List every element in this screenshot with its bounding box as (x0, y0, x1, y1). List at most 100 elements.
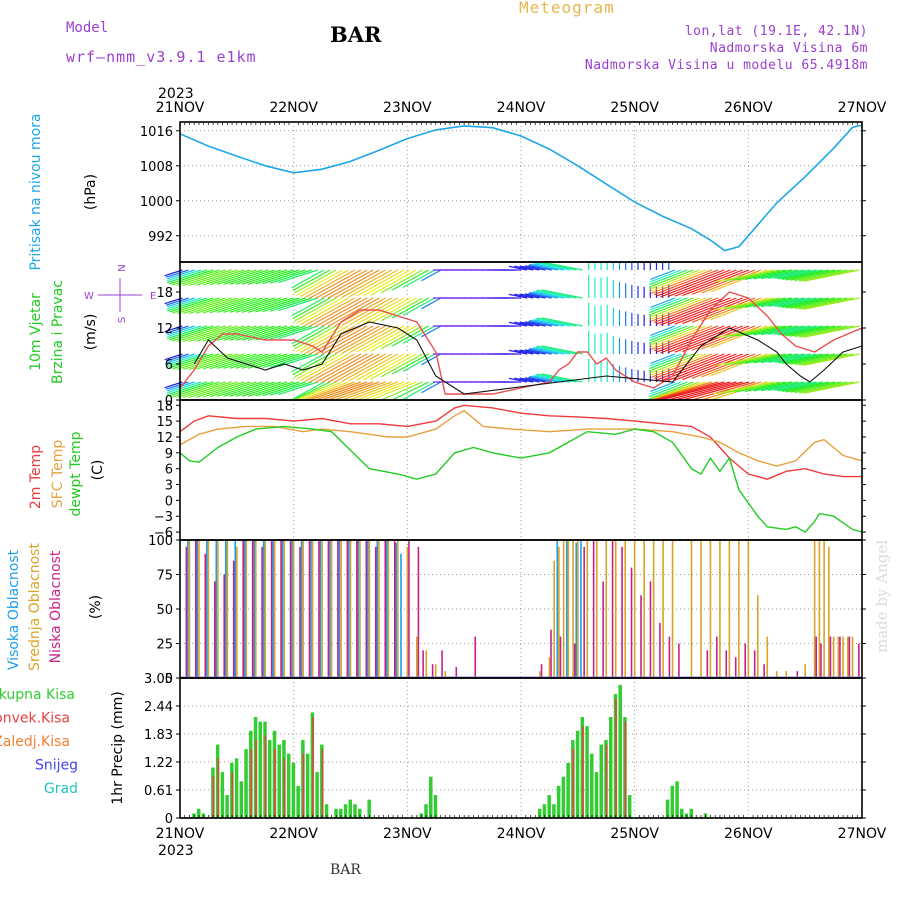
wind-arrow (508, 265, 528, 271)
wind-arrow (790, 269, 842, 281)
wind-arrow (166, 353, 208, 368)
wind-arrow (166, 325, 208, 340)
wind-arrow (701, 353, 762, 378)
y-tick-label: 18 (156, 399, 173, 414)
wind-arrow (334, 325, 386, 355)
wind-arrow (421, 381, 442, 394)
wind-arrow (529, 347, 559, 355)
wind-arrow (209, 297, 257, 314)
wind-arrow (166, 297, 208, 312)
wind-arrow (202, 269, 251, 286)
conv-precip-bar (274, 749, 276, 818)
total-precip-bar (296, 785, 300, 818)
total-precip-bar (556, 785, 561, 818)
wind-arrow (165, 353, 189, 362)
wind-arrow (794, 269, 848, 282)
y-tick-label: 1008 (140, 160, 173, 175)
total-precip-bar (234, 758, 239, 818)
wind-arrow (650, 381, 676, 393)
wind-arrow (535, 290, 571, 299)
wind-arrow (532, 319, 565, 327)
wind-arrow (421, 269, 442, 282)
conv-precip-bar (217, 758, 219, 818)
total-precip-bar (258, 721, 263, 818)
wind-arrow (648, 381, 694, 400)
wind-arrow (651, 353, 713, 378)
total-precip-bar (670, 785, 675, 818)
wind-arrow (649, 269, 682, 283)
wind-arrow (774, 381, 817, 391)
wind-arrow (370, 269, 417, 296)
wind-arrow (532, 347, 565, 355)
wind-arrow (713, 353, 774, 367)
total-precip-bar (334, 808, 338, 818)
wind-arrow (653, 269, 719, 296)
wind-arrow (778, 325, 823, 336)
total-precip-bar (552, 804, 556, 818)
wind-arrow (725, 297, 780, 310)
wind-arrow (402, 269, 436, 288)
chart-title: Meteogram (519, 0, 615, 17)
y-tick-label: −6 (154, 526, 173, 541)
wind-arrow (778, 381, 823, 392)
wind-arrow (691, 353, 756, 379)
year-top: 2023 (158, 86, 194, 102)
wind-arrow (176, 381, 226, 399)
wind-arrow (725, 269, 780, 282)
wind-arrow (296, 381, 343, 401)
wind-arrow (169, 269, 214, 285)
wind-arrow (349, 381, 399, 401)
total-precip-bar (357, 808, 362, 818)
pressure-unit: (hPa) (83, 174, 99, 210)
wind-arrow (798, 325, 854, 338)
wind-arrow (327, 269, 380, 299)
wind-arrow (341, 353, 392, 382)
total-precip-bar (367, 799, 371, 818)
wind-arrow (735, 381, 786, 393)
wind-arrow (649, 297, 700, 318)
wind-arrow (790, 297, 842, 309)
total-precip-bar (433, 795, 438, 818)
wind-arrow (541, 289, 583, 299)
wind-arrow (536, 261, 577, 271)
station-altitude: Nadmorska Visina 6m (709, 41, 868, 56)
wind-arrow (402, 325, 436, 344)
total-precip-bar (339, 808, 343, 818)
wind-arrow (216, 381, 263, 397)
wind-arrow (292, 269, 331, 291)
wind-arrow (691, 297, 756, 323)
wind-arrow (656, 325, 725, 353)
time-tick-bottom: 27NOV (838, 826, 887, 842)
wind-arrow (247, 297, 294, 313)
wind-arrow (202, 353, 251, 370)
wind-arrow (321, 269, 374, 299)
wind-arrow (529, 375, 559, 383)
time-tick-bottom: 22NOV (269, 826, 318, 842)
conv-precip-bar (582, 726, 584, 818)
wind-arrow (768, 325, 811, 335)
wind-arrow (167, 297, 202, 310)
wind-arrow (241, 353, 288, 369)
wind-arrow (760, 269, 805, 280)
wind-arrow (798, 381, 854, 394)
time-tick-top: 27NOV (838, 100, 887, 116)
wind-arrow (774, 297, 817, 307)
wind-arrow (649, 325, 700, 346)
total-precip-bar (315, 772, 319, 818)
wind-arrow (781, 269, 829, 280)
wind-arrow (182, 297, 232, 315)
wind-arrow (165, 297, 189, 306)
wind-arrow (189, 381, 238, 398)
total-precip-bar (537, 808, 542, 818)
y-tick-label: 1.22 (144, 756, 173, 771)
wind-arrow (216, 353, 263, 369)
wind-arrow (790, 353, 842, 365)
wind-arrow (649, 325, 688, 342)
wind-arrow (370, 325, 417, 352)
total-precip-bar (566, 762, 570, 818)
wind-arrow (735, 297, 786, 309)
wind-arrow (649, 381, 688, 398)
wind-arrow (241, 325, 288, 341)
wind-arrow (651, 297, 713, 322)
